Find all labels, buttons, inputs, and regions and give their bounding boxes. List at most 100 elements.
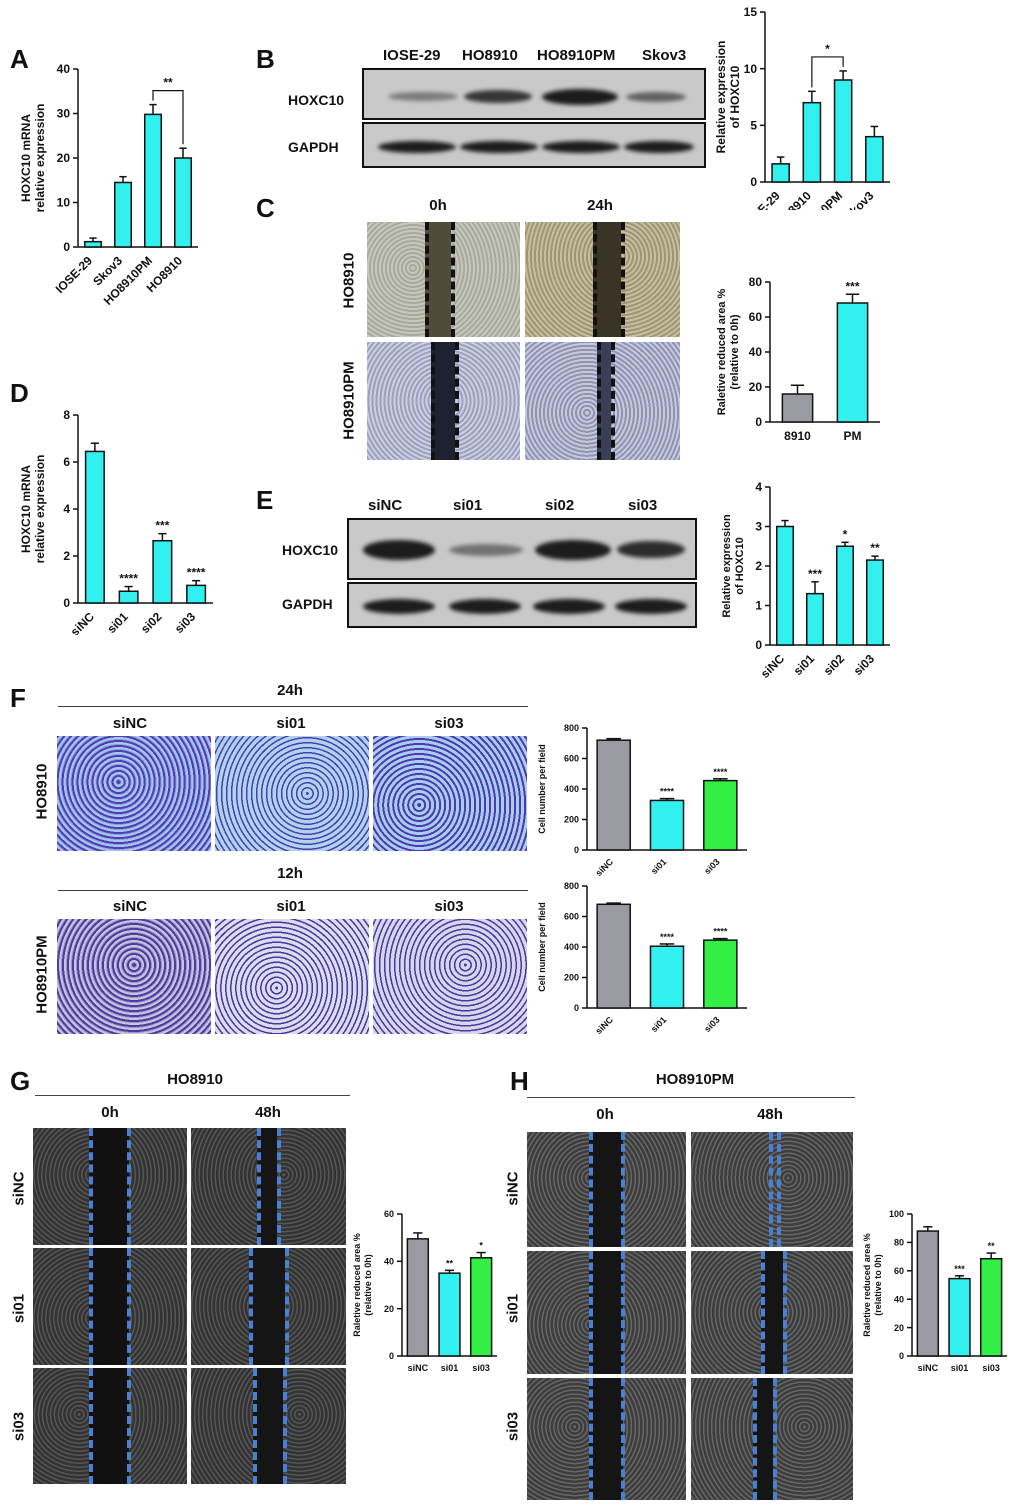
y-tick-label: 800: [564, 881, 579, 891]
y-tick-label: 0: [755, 638, 762, 652]
x-tick-label: si03: [851, 651, 878, 678]
micro-g-sinc-48h: [191, 1128, 346, 1245]
micro-h-si01-0h: [527, 1251, 686, 1374]
chart-h: 0 20 40 60 80 100 Raletive reduced area % (rela…: [862, 1209, 1007, 1373]
y-tick-label: 40: [57, 62, 71, 76]
significance-label: ****: [713, 767, 728, 777]
micro-h-title: HO8910PM: [655, 1071, 735, 1088]
blot-e-row-hoxc10: HOXC10: [282, 542, 339, 558]
micro-g-row-si01: si01: [10, 1293, 28, 1324]
x-tick-label: si01: [791, 651, 818, 678]
y-tick-label: 1: [755, 599, 762, 613]
y-axis-label: Cell number per field: [537, 744, 547, 834]
micro-h-row-sinc: siNC: [504, 1171, 522, 1206]
chart-b: 0 5 10 15 Relative expression of HOXC10 IOSE-2…: [715, 5, 890, 210]
blot-b-gapdh-strip: [362, 122, 706, 168]
micro-f-col-si03-top: si03: [434, 715, 464, 732]
blot-b-lane-iose29: IOSE-29: [383, 47, 441, 64]
significance-label: **: [988, 1241, 996, 1251]
micro-c-col-24h: 24h: [587, 197, 613, 214]
micro-f-ho8910pm-sinc: [57, 919, 211, 1034]
chart-a: 0 10 20 30 40 HOXC10 mRNA relative expression I…: [20, 62, 198, 308]
y-tick-label: 200: [564, 973, 579, 983]
blot-e-lane-si03: si03: [628, 497, 658, 514]
y-axis-label: (relative to 0h): [729, 314, 741, 390]
significance-bracket: [811, 56, 844, 88]
panel-letter-h: H: [510, 1066, 529, 1096]
micro-h-sinc-48h: [691, 1132, 853, 1247]
blot-b-lane-ho8910pm: HO8910PM: [537, 47, 616, 64]
y-tick-label: 15: [744, 5, 758, 19]
significance-label: ***: [808, 567, 822, 581]
x-tick-label: si01: [441, 1363, 459, 1373]
y-tick-label: 4: [755, 480, 762, 494]
significance-label: **: [870, 541, 880, 555]
x-tick-label: siNC: [408, 1363, 429, 1373]
bar: [703, 779, 738, 851]
micro-f-col-si01-top: si01: [276, 715, 306, 732]
micro-h-si03-0h: [527, 1378, 686, 1500]
significance-label: *: [843, 527, 848, 541]
significance-label: ****: [713, 927, 728, 937]
y-tick-label: 2: [63, 549, 70, 563]
micro-g-sinc-0h: [33, 1128, 187, 1245]
bar: [596, 903, 631, 1009]
bar: [174, 157, 192, 248]
y-tick-label: 40: [749, 345, 763, 359]
bar: [118, 590, 139, 604]
significance-label: ****: [660, 787, 675, 797]
y-tick-label: 3: [755, 520, 762, 534]
bar: [438, 1272, 461, 1357]
micro-g-si01-0h: [33, 1248, 187, 1365]
significance-label: ****: [187, 566, 206, 580]
micro-f-row-ho8910pm: HO8910PM: [33, 935, 51, 1014]
blot-b-row-gapdh: GAPDH: [288, 139, 339, 155]
y-tick-label: 40: [384, 1256, 394, 1266]
panel-letter-f: F: [10, 683, 26, 713]
significance-label: **: [163, 76, 173, 90]
micro-f-ho8910-si01: [215, 736, 369, 851]
micro-h-si01-48h: [691, 1251, 853, 1374]
x-tick-label: si01: [104, 609, 131, 635]
significance-bracket: [152, 89, 184, 145]
micro-h-row-si03: si03: [504, 1411, 522, 1442]
y-tick-label: 0: [750, 175, 757, 189]
y-tick-label: 20: [749, 380, 763, 394]
micro-g-col-0h: 0h: [101, 1104, 119, 1121]
micro-g-si01-48h: [191, 1248, 346, 1365]
x-tick-label: si03: [172, 609, 199, 635]
micro-c-ho8910-0h: [367, 222, 520, 337]
x-tick-label: si01: [649, 1015, 668, 1034]
x-tick-label: si03: [702, 1015, 721, 1034]
y-tick-label: 200: [564, 815, 579, 825]
bar: [703, 939, 738, 1009]
x-tick-label: si01: [649, 857, 668, 876]
micro-g-divider: [35, 1095, 350, 1096]
y-axis-label: Raletive reduced area %: [862, 1233, 872, 1337]
y-axis-label: relative expression: [33, 104, 47, 213]
significance-label: ****: [660, 932, 675, 942]
y-tick-label: 2: [755, 559, 762, 573]
y-tick-label: 60: [384, 1209, 394, 1219]
bar: [152, 539, 173, 604]
micro-f-col-si01-bottom: si01: [276, 898, 306, 915]
y-tick-label: 10: [57, 196, 71, 210]
micro-h-col-0h: 0h: [596, 1106, 614, 1123]
bar: [866, 559, 884, 646]
bar: [771, 163, 790, 183]
micro-c-row-ho8910pm: HO8910PM: [340, 361, 358, 440]
x-tick-label: si02: [138, 609, 165, 635]
panel-letter-a: A: [10, 44, 29, 74]
panel-letter-c: C: [256, 193, 275, 223]
y-tick-label: 20: [894, 1323, 904, 1333]
micro-f-col-sinc-top: siNC: [112, 715, 148, 732]
y-axis-label: Raletive reduced area %: [352, 1233, 362, 1337]
micro-g-col-48h: 48h: [255, 1104, 281, 1121]
blot-e-lane-si01: si01: [453, 497, 483, 514]
y-axis-label: (relative to 0h): [363, 1254, 373, 1316]
micro-h-row-si01: si01: [504, 1293, 522, 1324]
x-tick-label: siNC: [594, 1014, 616, 1036]
bar: [806, 592, 824, 646]
y-axis-label: (relative to 0h): [873, 1254, 883, 1316]
x-tick-label: si03: [982, 1363, 1000, 1373]
